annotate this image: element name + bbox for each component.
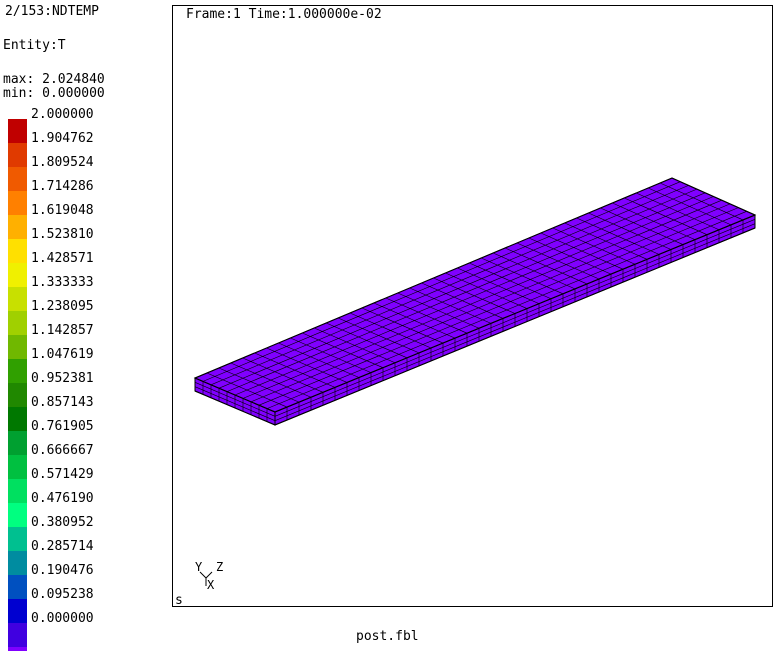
legend-swatch <box>8 599 27 623</box>
legend-label: 1.714286 <box>31 179 94 194</box>
legend-entry: 1.238095 <box>8 300 118 335</box>
legend-label: 0.952381 <box>31 371 94 386</box>
legend-entry: 1.809524 <box>8 156 118 191</box>
legend-label: 0.666667 <box>31 443 94 458</box>
legend-swatch <box>8 623 27 647</box>
triad-y-label: Y <box>195 560 203 574</box>
legend-label: 0.190476 <box>31 563 94 578</box>
legend-entry: 1.523810 <box>8 228 118 263</box>
graphics-viewport[interactable]: Frame:1 Time:1.000000e-02 Y Z X s <box>172 5 773 608</box>
legend-label: 1.904762 <box>31 131 94 146</box>
legend-swatch <box>8 359 27 383</box>
color-legend: 2.000000 1.904762 1.809524 1.714286 1.619048… <box>8 108 118 667</box>
model-canvas[interactable]: Y Z X <box>173 6 772 606</box>
legend-entry <box>8 643 118 667</box>
legend-swatch <box>8 215 27 239</box>
legend-entry: 0.285714 <box>8 540 118 575</box>
legend-swatch <box>8 287 27 311</box>
legend-entry: 1.619048 <box>8 204 118 239</box>
legend-entry: 0.857143 <box>8 396 118 431</box>
legend-label: 2.000000 <box>31 107 94 122</box>
legend-entry: 0.095238 <box>8 588 118 623</box>
legend-swatch <box>8 431 27 455</box>
legend-swatch <box>8 311 27 335</box>
axis-triad-icon: Y Z X <box>195 560 223 592</box>
legend-label: 1.333333 <box>31 275 94 290</box>
corner-label: s <box>175 593 183 608</box>
legend-entry: 2.000000 <box>8 108 118 143</box>
legend-entry: 1.714286 <box>8 180 118 215</box>
legend-label: 1.238095 <box>31 299 94 314</box>
legend-entry: 0.476190 <box>8 492 118 527</box>
legend-label: 1.523810 <box>31 227 94 242</box>
plate-mesh[interactable] <box>193 177 757 426</box>
legend-swatch <box>8 527 27 551</box>
legend-label: 0.857143 <box>31 395 94 410</box>
legend-label: 0.476190 <box>31 491 94 506</box>
file-name-label: post.fbl <box>356 629 419 644</box>
legend-entry: 1.142857 <box>8 324 118 359</box>
legend-entry: 0.952381 <box>8 372 118 407</box>
legend-swatch <box>8 575 27 599</box>
legend-entry: 0.190476 <box>8 564 118 599</box>
max-value-label: max: 2.024840 <box>3 72 105 87</box>
legend-entry: 0.761905 <box>8 420 118 455</box>
legend-swatch <box>8 263 27 287</box>
legend-swatch <box>8 647 27 651</box>
legend-entry: 0.571429 <box>8 468 118 503</box>
min-value-label: min: 0.000000 <box>3 86 105 101</box>
legend-swatch <box>8 119 27 143</box>
result-id-label: 2/153:NDTEMP <box>5 4 99 19</box>
legend-entry: 1.904762 <box>8 132 118 167</box>
legend-label: 1.619048 <box>31 203 94 218</box>
triad-x-label: X <box>207 578 215 592</box>
legend-label: 1.428571 <box>31 251 94 266</box>
legend-label: 0.095238 <box>31 587 94 602</box>
legend-swatch <box>8 479 27 503</box>
legend-label: 0.285714 <box>31 539 94 554</box>
legend-label: 0.380952 <box>31 515 94 530</box>
legend-swatch <box>8 551 27 575</box>
legend-swatch <box>8 239 27 263</box>
legend-swatch <box>8 335 27 359</box>
legend-label: 1.809524 <box>31 155 94 170</box>
legend-entry: 0.380952 <box>8 516 118 551</box>
legend-entry: 0.000000 <box>8 612 118 647</box>
frame-info-label: Frame:1 Time:1.000000e-02 <box>186 7 382 22</box>
legend-entry: 1.047619 <box>8 348 118 383</box>
legend-swatch <box>8 455 27 479</box>
legend-entry: 1.333333 <box>8 276 118 311</box>
legend-label: 0.571429 <box>31 467 94 482</box>
triad-z-label: Z <box>216 560 223 574</box>
legend-label: 1.142857 <box>31 323 94 338</box>
legend-entry: 1.428571 <box>8 252 118 287</box>
legend-swatch <box>8 143 27 167</box>
legend-swatch <box>8 167 27 191</box>
legend-swatch <box>8 383 27 407</box>
legend-label: 0.000000 <box>31 611 94 626</box>
legend-label: 1.047619 <box>31 347 94 362</box>
legend-entry: 0.666667 <box>8 444 118 479</box>
entity-label: Entity:T <box>3 38 66 53</box>
legend-swatch <box>8 503 27 527</box>
legend-swatch <box>8 191 27 215</box>
legend-swatch <box>8 407 27 431</box>
legend-label: 0.761905 <box>31 419 94 434</box>
